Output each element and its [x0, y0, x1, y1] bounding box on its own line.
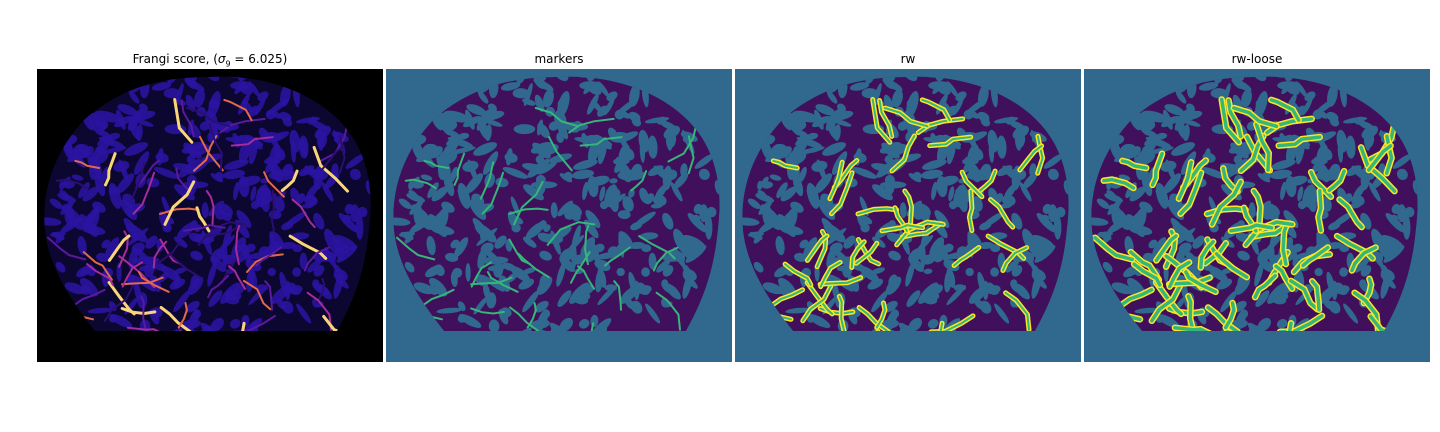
markers-image — [386, 69, 732, 362]
panel-title-rw-loose: rw-loose — [1231, 52, 1283, 66]
field-of-view — [44, 76, 371, 331]
rw-image — [735, 69, 1081, 362]
panel-frangi-score: Frangi score, (σ9 = 6.025) — [37, 50, 383, 362]
title-prefix: Frangi score, ( — [132, 52, 218, 66]
rw-loose-image — [1084, 69, 1430, 362]
panel-title-rw: rw — [900, 52, 916, 66]
title-suffix: = 6.025) — [230, 52, 288, 66]
title-symbol: σ — [217, 52, 226, 66]
panel-rw: rw — [735, 50, 1081, 362]
panel-rw-loose: rw-loose — [1084, 50, 1430, 362]
panel-title-markers: markers — [534, 52, 584, 66]
frangi-score-image — [37, 69, 383, 362]
panel-title-frangi: Frangi score, (σ9 = 6.025) — [37, 50, 383, 68]
title-subscript: 9 — [225, 59, 231, 69]
panel-markers: markers — [386, 50, 732, 362]
